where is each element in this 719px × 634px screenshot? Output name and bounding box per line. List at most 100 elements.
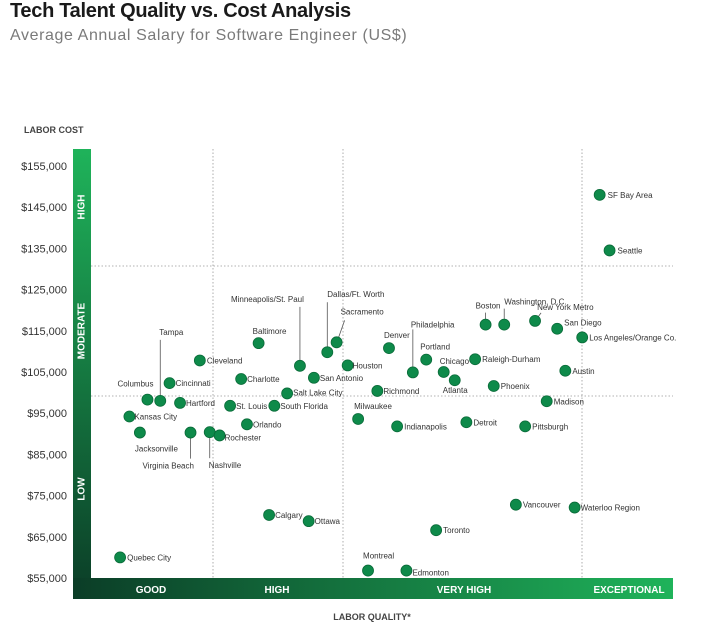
y-tick-label: $115,000 bbox=[22, 326, 67, 338]
point-marker bbox=[123, 410, 136, 423]
point-marker bbox=[241, 418, 253, 431]
data-point: Pittsburgh bbox=[519, 420, 568, 433]
point-marker bbox=[469, 353, 482, 366]
point-marker bbox=[362, 564, 374, 577]
point-label: Austin bbox=[572, 367, 594, 376]
data-point: Seattle bbox=[603, 244, 643, 257]
data-point: Atlanta bbox=[443, 374, 468, 395]
point-marker bbox=[193, 354, 206, 367]
y-tick-label: $85,000 bbox=[27, 449, 67, 461]
y-tick-label: $125,000 bbox=[21, 285, 67, 297]
data-point: Indianapolis bbox=[391, 420, 447, 433]
x-band-bar bbox=[73, 578, 673, 599]
data-point: Columbus bbox=[117, 380, 153, 406]
point-marker bbox=[540, 395, 553, 408]
data-points: SF Bay Area Seattle Washington, D.C.Boston… bbox=[114, 188, 676, 578]
point-marker bbox=[371, 385, 384, 397]
point-label: Columbus bbox=[117, 380, 153, 389]
point-marker bbox=[551, 322, 564, 335]
point-marker bbox=[141, 393, 154, 406]
point-label: Phoenix bbox=[501, 382, 530, 391]
y-tick-label: $145,000 bbox=[21, 202, 67, 214]
point-marker bbox=[529, 315, 541, 327]
x-band-label: EXCEPTIONAL bbox=[593, 585, 664, 596]
data-point: Toronto bbox=[430, 524, 470, 537]
point-label: Madison bbox=[554, 397, 584, 406]
point-label: Calgary bbox=[275, 511, 303, 520]
data-point: Virginia Beach bbox=[143, 426, 197, 471]
point-marker bbox=[437, 366, 450, 378]
y-tick-label: $105,000 bbox=[21, 367, 67, 379]
point-marker bbox=[133, 426, 146, 439]
point-label: Montreal bbox=[363, 552, 394, 561]
y-tick-labels: $155,000 $145,000 $135,000 $125,000 $115,000… bbox=[21, 161, 67, 585]
point-marker bbox=[519, 420, 532, 433]
point-marker bbox=[391, 420, 404, 433]
point-label: San Antonio bbox=[320, 374, 364, 383]
point-marker bbox=[263, 509, 275, 521]
y-band-labels: HIGH MODERATE LOW bbox=[77, 195, 88, 501]
y-tick-label: $155,000 bbox=[21, 161, 67, 173]
point-label: Rochester bbox=[225, 433, 262, 442]
x-band-labels: GOOD HIGH VERY HIGH EXCEPTIONAL bbox=[136, 585, 665, 596]
point-marker bbox=[252, 337, 265, 350]
data-point: Edmonton bbox=[400, 564, 449, 578]
data-point: Quebec City bbox=[114, 551, 171, 564]
point-label: Atlanta bbox=[443, 386, 468, 395]
y-tick-label: $65,000 bbox=[27, 532, 67, 544]
point-label: South Florida bbox=[280, 402, 328, 411]
point-label: Portland bbox=[420, 343, 450, 352]
point-marker bbox=[235, 373, 248, 385]
point-marker bbox=[294, 359, 306, 372]
point-marker bbox=[479, 318, 492, 331]
point-marker bbox=[509, 498, 522, 511]
point-label: Boston bbox=[476, 302, 501, 311]
point-label: Edmonton bbox=[412, 569, 448, 578]
data-point: San Diego bbox=[551, 319, 602, 335]
data-point: Waterloo Region bbox=[568, 501, 640, 514]
data-point: Austin bbox=[559, 364, 595, 377]
point-label: Houston bbox=[353, 361, 383, 370]
data-point: Montreal bbox=[362, 552, 394, 577]
data-point: South Florida bbox=[268, 399, 328, 412]
point-label: Seattle bbox=[618, 246, 643, 255]
point-label: Indianapolis bbox=[404, 422, 447, 431]
point-marker bbox=[330, 336, 343, 349]
data-point: Washington, D.C. bbox=[498, 298, 567, 331]
y-band-label: LOW bbox=[77, 477, 88, 501]
data-point: Chicago bbox=[437, 357, 470, 378]
point-label: Sacramento bbox=[341, 307, 385, 316]
point-label: Tampa bbox=[159, 328, 184, 337]
point-label: Minneapolis/St. Paul bbox=[231, 295, 304, 304]
point-label: San Diego bbox=[564, 319, 602, 328]
point-label: Denver bbox=[384, 331, 410, 340]
point-label: Toronto bbox=[443, 526, 470, 535]
point-label: Detroit bbox=[473, 418, 497, 427]
point-marker bbox=[203, 426, 216, 439]
y-tick-label: $75,000 bbox=[27, 491, 67, 503]
point-label: Raleigh-Durham bbox=[482, 355, 541, 364]
data-point: Minneapolis/St. Paul bbox=[231, 295, 306, 372]
point-label: Salt Lake City bbox=[293, 388, 342, 397]
data-point: Dallas/Ft. Worth bbox=[321, 290, 384, 359]
x-axis-title: LABOR QUALITY* bbox=[333, 612, 411, 622]
point-label: Jacksonville bbox=[135, 445, 179, 454]
data-point: Hartford bbox=[174, 396, 215, 409]
x-band-label: HIGH bbox=[265, 585, 290, 596]
data-point: St. Louis bbox=[224, 399, 267, 412]
point-label: Orlando bbox=[253, 420, 282, 429]
data-point: Sacramento bbox=[330, 307, 385, 349]
data-point: Baltimore bbox=[252, 327, 287, 350]
data-point: Jacksonville bbox=[133, 426, 179, 454]
data-point: Philadelphia bbox=[406, 320, 455, 379]
point-marker bbox=[383, 342, 395, 355]
point-label: Baltimore bbox=[253, 327, 287, 336]
x-band-label: GOOD bbox=[136, 585, 167, 596]
data-point: Boston bbox=[476, 302, 501, 331]
point-marker bbox=[448, 374, 461, 387]
data-point: Calgary bbox=[263, 509, 303, 521]
point-marker bbox=[420, 353, 433, 366]
point-marker bbox=[603, 244, 616, 257]
data-point: SF Bay Area bbox=[593, 188, 653, 201]
